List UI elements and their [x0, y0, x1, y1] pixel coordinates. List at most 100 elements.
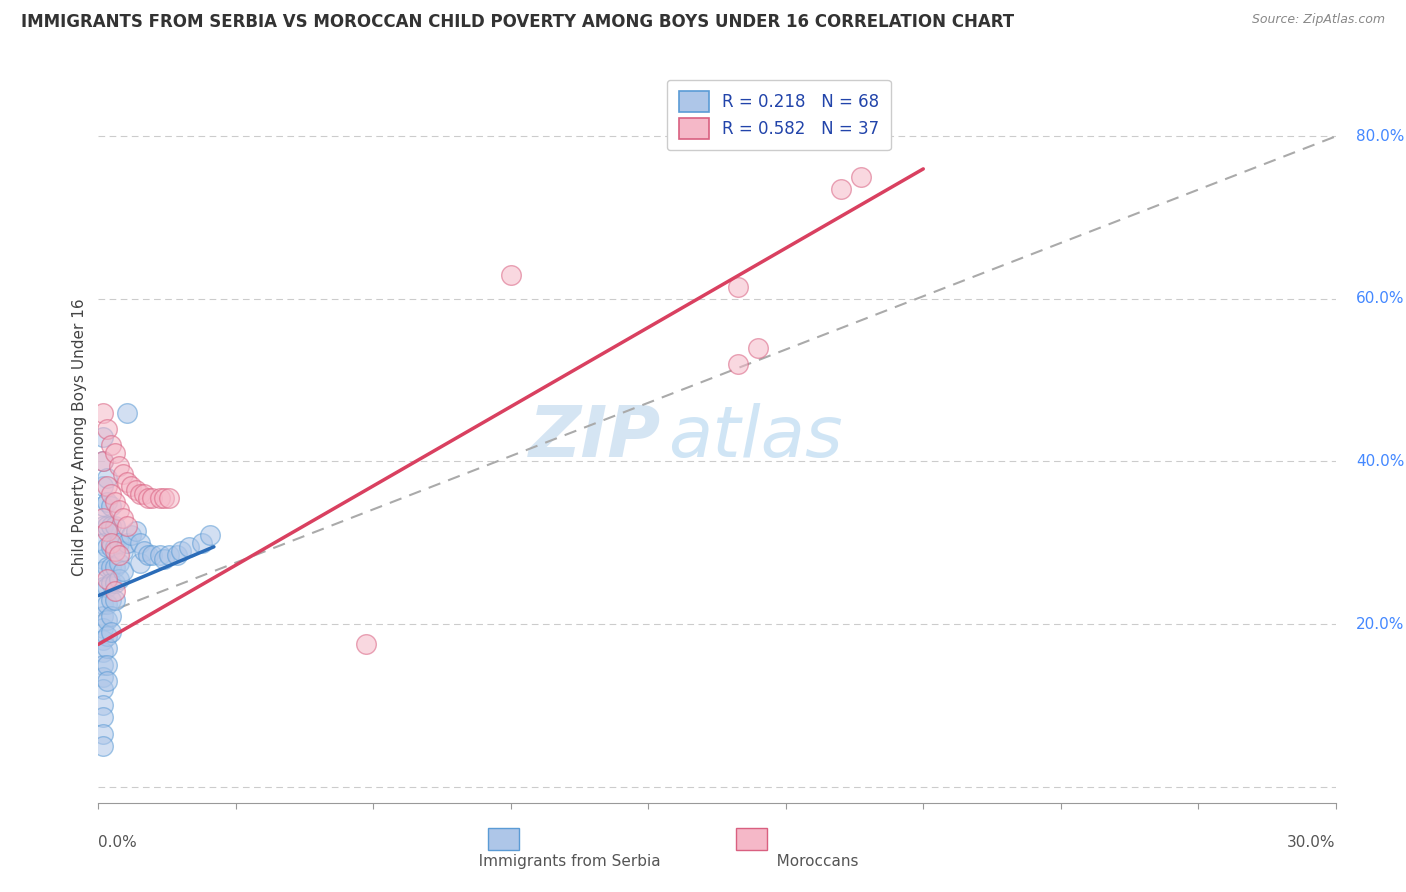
Point — [132, 487, 155, 501]
Point — [104, 519, 127, 533]
Point — [100, 625, 122, 640]
Text: 0.0%: 0.0% — [98, 835, 138, 850]
Point — [91, 581, 114, 595]
Text: 30.0%: 30.0% — [1288, 835, 1336, 850]
Point — [166, 548, 188, 562]
Text: ZIP: ZIP — [529, 402, 661, 472]
Point — [108, 556, 131, 570]
Point — [96, 524, 118, 538]
Point — [112, 511, 135, 525]
Point — [100, 438, 122, 452]
Point — [190, 535, 212, 549]
Point — [149, 548, 172, 562]
Point — [91, 710, 114, 724]
Point — [96, 629, 118, 643]
Point — [100, 608, 122, 623]
Point — [112, 544, 135, 558]
Point — [104, 540, 127, 554]
Point — [128, 487, 150, 501]
Point — [124, 483, 146, 497]
Point — [198, 527, 221, 541]
Y-axis label: Child Poverty Among Boys Under 16: Child Poverty Among Boys Under 16 — [72, 298, 87, 576]
Point — [96, 613, 118, 627]
Point — [170, 544, 193, 558]
Point — [91, 479, 114, 493]
Point — [91, 454, 114, 468]
Point — [136, 491, 159, 505]
Point — [104, 544, 127, 558]
Point — [91, 454, 114, 468]
Point — [356, 637, 378, 651]
Point — [104, 584, 127, 599]
Point — [136, 548, 159, 562]
Point — [91, 621, 114, 635]
Point — [96, 572, 118, 586]
Point — [830, 182, 852, 196]
Point — [100, 560, 122, 574]
Point — [104, 592, 127, 607]
Point — [96, 422, 118, 436]
Point — [96, 641, 118, 656]
Point — [179, 540, 201, 554]
Point — [91, 739, 114, 753]
Text: 40.0%: 40.0% — [1357, 454, 1405, 469]
Point — [91, 681, 114, 696]
Point — [91, 633, 114, 648]
Point — [91, 430, 114, 444]
Point — [747, 341, 769, 355]
Point — [128, 535, 150, 549]
Point — [117, 519, 139, 533]
Point — [108, 503, 131, 517]
Point — [153, 491, 176, 505]
Point — [96, 657, 118, 672]
Point — [108, 535, 131, 549]
Text: Moroccans: Moroccans — [762, 854, 858, 869]
Point — [96, 540, 118, 554]
Point — [100, 499, 122, 513]
Point — [96, 471, 118, 485]
Point — [91, 552, 114, 566]
Point — [91, 608, 114, 623]
Point — [96, 519, 118, 533]
FancyBboxPatch shape — [488, 829, 519, 850]
Point — [112, 467, 135, 481]
Point — [96, 581, 118, 595]
Point — [141, 548, 163, 562]
Point — [132, 544, 155, 558]
Point — [149, 491, 172, 505]
Text: Source: ZipAtlas.com: Source: ZipAtlas.com — [1251, 13, 1385, 27]
Point — [96, 560, 118, 574]
Point — [91, 698, 114, 713]
Point — [128, 556, 150, 570]
Point — [727, 357, 749, 371]
Point — [153, 552, 176, 566]
Point — [100, 535, 122, 549]
Point — [141, 491, 163, 505]
Point — [108, 572, 131, 586]
Point — [91, 564, 114, 578]
Text: 80.0%: 80.0% — [1357, 128, 1405, 144]
Point — [120, 479, 142, 493]
Point — [100, 540, 122, 554]
Point — [499, 268, 522, 282]
Point — [91, 519, 114, 533]
Point — [91, 511, 114, 525]
Point — [91, 597, 114, 611]
Point — [91, 727, 114, 741]
Point — [120, 527, 142, 541]
Point — [91, 499, 114, 513]
Text: 60.0%: 60.0% — [1357, 292, 1405, 307]
Point — [851, 169, 873, 184]
Point — [157, 548, 180, 562]
Point — [100, 519, 122, 533]
Text: Immigrants from Serbia: Immigrants from Serbia — [464, 854, 661, 869]
Text: atlas: atlas — [668, 402, 842, 472]
Point — [104, 446, 127, 460]
Point — [91, 657, 114, 672]
Point — [100, 576, 122, 591]
Point — [117, 406, 139, 420]
Point — [108, 458, 131, 473]
Legend: R = 0.218   N = 68, R = 0.582   N = 37: R = 0.218 N = 68, R = 0.582 N = 37 — [666, 79, 891, 151]
Point — [91, 535, 114, 549]
Point — [96, 479, 118, 493]
